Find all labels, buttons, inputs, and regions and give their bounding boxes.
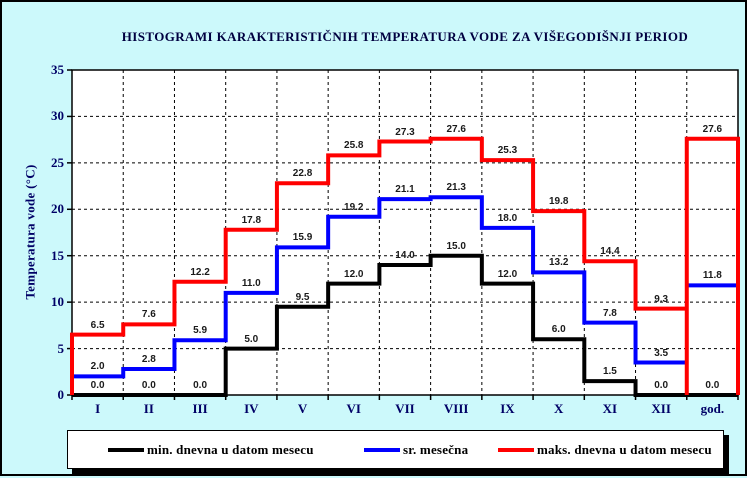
data-label: 5.9 [193,325,208,337]
data-label: 12.0 [344,268,364,280]
data-label: 11.0 [241,277,261,289]
x-category-label: VIII [443,401,469,416]
legend-label-min: min. dnevna u datom mesecu [147,441,314,457]
data-label: 19.2 [344,201,364,213]
data-label: 22.8 [292,168,313,180]
legend-box: min. dnevna u datom mesecu sr. mesečna m… [67,430,724,469]
y-tick-label: 15 [51,247,64,263]
y-tick-label: 25 [51,154,64,170]
x-category-label: VII [395,401,415,416]
plot-border [71,69,739,396]
data-label: 15.9 [292,232,313,244]
y-tick-label: 35 [51,62,64,77]
data-label: 18.0 [497,212,518,224]
data-label: 2.0 [90,361,105,373]
data-label: 3.5 [654,347,669,359]
data-label: 5.0 [244,333,259,345]
chart-title: HISTOGRAMI KARAKTERISTIČNIH TEMPERATURA … [121,29,689,44]
x-category-label: I [95,401,101,416]
y-tick-label: 20 [51,201,64,217]
data-label: 15.0 [446,240,466,252]
mean-line-swatch [364,447,400,452]
data-label: 25.8 [344,140,364,152]
legend-item-max: maks. dnevna u datom mesecu [498,431,712,468]
series-min-line [72,253,687,397]
data-label: 9.3 [654,293,669,305]
y-tick-label: 30 [51,108,64,124]
x-category-label: II [143,401,154,416]
data-label: 14.0 [395,250,415,261]
data-label: 7.8 [602,307,617,319]
y-tick-label: 5 [57,340,65,356]
data-label: 21.3 [446,182,466,194]
data-label: 14.4 [600,246,620,258]
data-label: 17.8 [241,214,262,226]
legend-item-mean: sr. mesečna [364,431,468,468]
y-tick-label: 10 [51,294,64,310]
data-label: 12.0 [497,268,518,280]
y-tick-label: 0 [57,387,65,402]
series-mean-line [72,195,687,379]
x-category-label: XII [651,401,671,416]
data-label: 9.5 [295,291,310,303]
data-label: 0.0 [141,380,156,391]
data-label: 0.0 [90,380,105,391]
min-line-swatch [108,447,144,452]
data-label: 11.8 [702,270,722,282]
data-label: 1.5 [602,366,617,378]
data-label: 12.2 [190,266,210,278]
x-category-label: VI [346,401,361,416]
max-line-swatch [498,447,534,452]
data-label: 25.3 [497,145,518,157]
data-label: 27.6 [702,123,723,135]
data-label: 6.5 [90,319,105,331]
data-label: 0.0 [705,380,720,391]
x-category-label: XI [602,401,618,416]
data-label: 27.6 [446,123,466,135]
x-category-label: III [192,401,208,416]
data-label: 0.0 [654,380,669,391]
x-category-label: god. [700,401,725,416]
series-max-line [70,136,687,395]
legend-label-max: maks. dnevna u datom mesecu [537,441,712,457]
data-label: 27.3 [395,126,415,138]
x-category-label: IV [244,401,259,416]
legend-item-min: min. dnevna u datom mesecu [108,431,314,468]
data-label: 19.8 [548,196,569,208]
data-label: 7.6 [141,309,156,321]
data-label: 0.0 [193,380,208,391]
x-category-label: IX [500,401,515,416]
data-label: 6.0 [551,324,566,336]
data-label: 21.1 [395,184,415,196]
series-max-annual-box [684,136,740,395]
data-label: 2.8 [141,354,156,365]
legend-label-mean: sr. mesečna [403,441,469,457]
x-category-label: V [297,401,308,416]
data-label: 13.2 [548,257,569,269]
x-category-label: X [553,401,564,416]
